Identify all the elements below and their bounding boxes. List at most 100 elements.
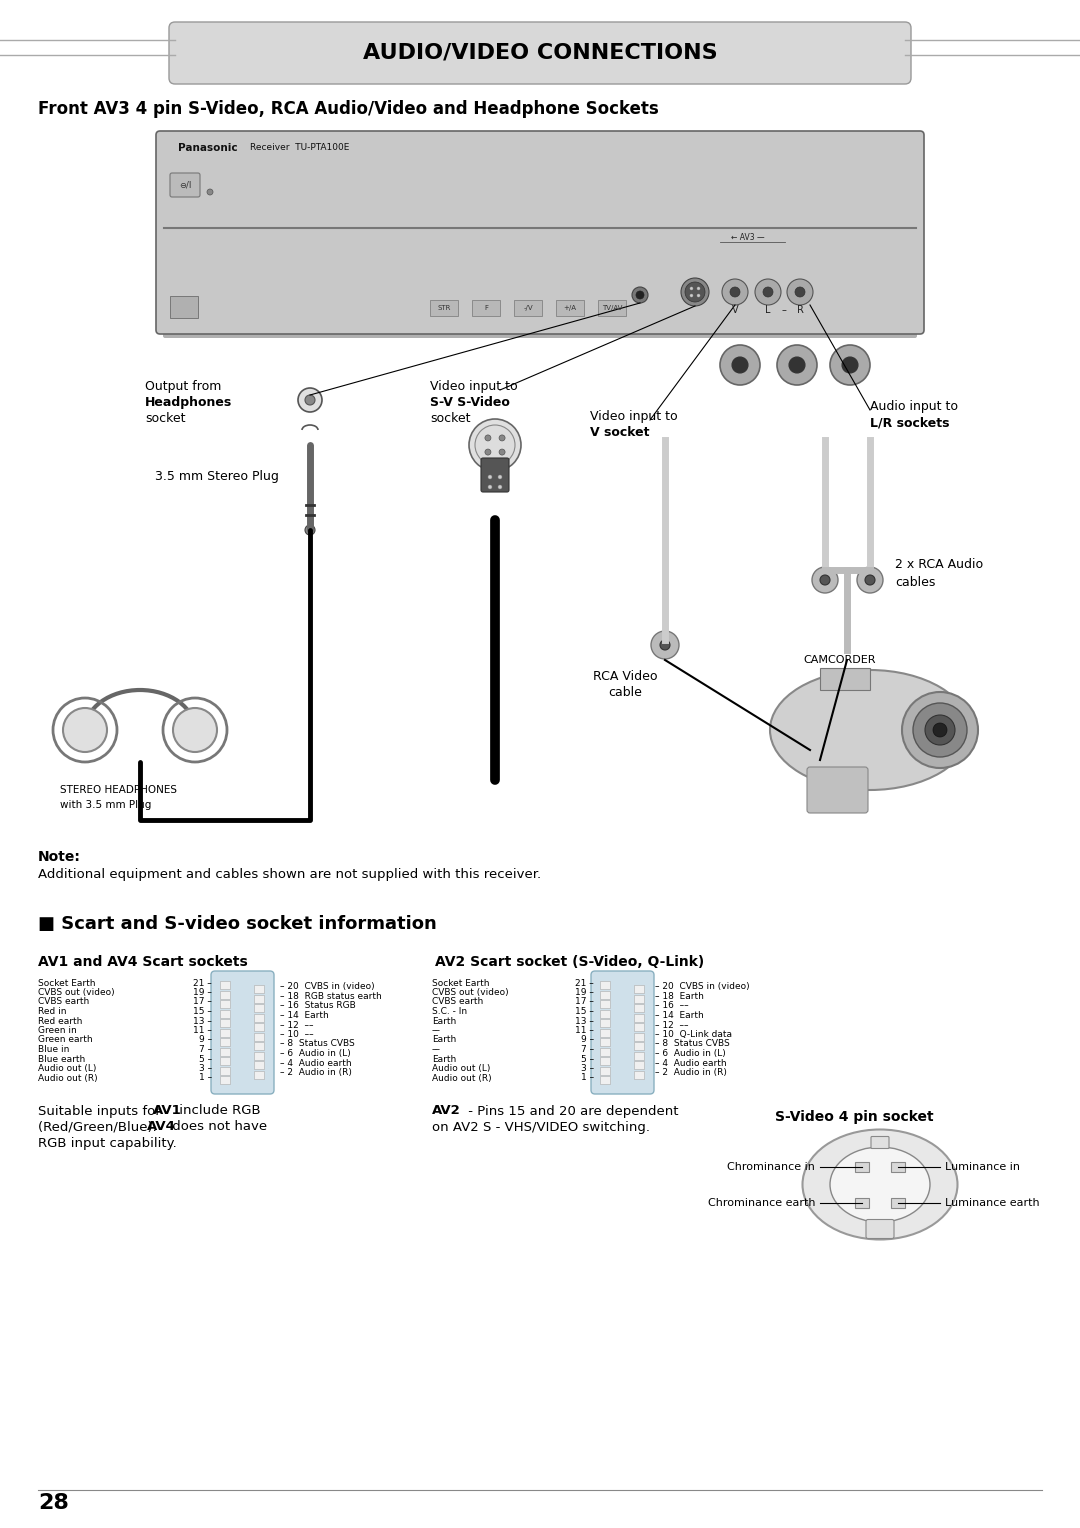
Text: 5 –: 5 – (199, 1054, 212, 1063)
Text: – 12  ––: – 12 –– (654, 1021, 689, 1030)
Text: – 2  Audio in (R): – 2 Audio in (R) (280, 1068, 352, 1077)
Bar (472, 299, 500, 316)
Text: –: – (782, 306, 786, 315)
Circle shape (498, 484, 502, 489)
Bar (430, 299, 458, 316)
Circle shape (499, 435, 505, 442)
Bar (634, 995, 644, 1002)
Text: Audio out (L): Audio out (L) (38, 1063, 96, 1073)
Text: Note:: Note: (38, 850, 81, 863)
Bar (254, 1042, 264, 1050)
Text: CVBS out (video): CVBS out (video) (38, 989, 114, 996)
FancyBboxPatch shape (211, 970, 274, 1094)
Ellipse shape (802, 1129, 958, 1239)
Text: V: V (731, 306, 739, 315)
Text: RCA Video: RCA Video (593, 669, 658, 683)
Text: 1 –: 1 – (581, 1074, 594, 1082)
Circle shape (732, 358, 748, 373)
Bar (891, 1161, 905, 1172)
Text: socket: socket (145, 413, 186, 425)
Bar (820, 668, 870, 691)
Circle shape (681, 278, 708, 306)
FancyBboxPatch shape (481, 458, 509, 492)
Text: ← AV3 —: ← AV3 — (731, 234, 765, 243)
Bar (634, 1051, 644, 1059)
Bar (634, 1060, 644, 1070)
Bar (254, 986, 264, 993)
Circle shape (777, 345, 816, 385)
Circle shape (485, 435, 491, 442)
Circle shape (690, 287, 693, 290)
Text: 3.5 mm Stereo Plug: 3.5 mm Stereo Plug (156, 471, 279, 483)
FancyBboxPatch shape (170, 173, 200, 197)
Bar (600, 1048, 610, 1056)
Text: AV4: AV4 (147, 1120, 176, 1134)
Text: Headphones: Headphones (145, 396, 232, 410)
Circle shape (755, 280, 781, 306)
Text: does not have: does not have (168, 1120, 267, 1134)
Bar (220, 1028, 230, 1036)
Bar (254, 1051, 264, 1059)
Text: 1 –: 1 – (199, 1074, 212, 1082)
Text: 9 –: 9 – (581, 1036, 594, 1045)
Circle shape (787, 280, 813, 306)
Bar (600, 1019, 610, 1027)
Text: socket: socket (430, 413, 471, 425)
Bar (220, 999, 230, 1008)
Text: 21 –: 21 – (193, 978, 212, 987)
Text: – 2  Audio in (R): – 2 Audio in (R) (654, 1068, 727, 1077)
Text: – 8  Status CVBS: – 8 Status CVBS (280, 1039, 354, 1048)
Text: AV1: AV1 (153, 1105, 181, 1117)
Bar (220, 981, 230, 989)
Text: 13 –: 13 – (576, 1016, 594, 1025)
Bar (600, 990, 610, 998)
Bar (220, 1057, 230, 1065)
Text: 17 –: 17 – (193, 998, 212, 1007)
Bar (220, 1067, 230, 1074)
Text: L: L (766, 306, 771, 315)
Circle shape (858, 567, 883, 593)
Text: – 10  ––: – 10 –– (280, 1030, 313, 1039)
Bar (634, 1042, 644, 1050)
Text: 19 –: 19 – (193, 989, 212, 996)
Text: 9 –: 9 – (199, 1036, 212, 1045)
Circle shape (305, 396, 315, 405)
Text: Audio out (R): Audio out (R) (432, 1074, 491, 1082)
Text: CVBS earth: CVBS earth (432, 998, 483, 1007)
Text: – 6  Audio in (L): – 6 Audio in (L) (280, 1050, 351, 1057)
Text: – 16  Status RGB: – 16 Status RGB (280, 1001, 355, 1010)
Text: ––: –– (432, 1025, 441, 1034)
Bar (634, 1024, 644, 1031)
Circle shape (207, 189, 213, 196)
Text: Audio input to: Audio input to (870, 400, 958, 413)
Circle shape (298, 388, 322, 413)
Text: 3 –: 3 – (199, 1063, 212, 1073)
Text: – 20  CVBS in (video): – 20 CVBS in (video) (280, 983, 375, 992)
Circle shape (469, 419, 521, 471)
Circle shape (795, 287, 805, 296)
Circle shape (498, 475, 502, 478)
Bar (600, 1076, 610, 1083)
Text: Green earth: Green earth (38, 1036, 93, 1045)
Bar (600, 1038, 610, 1047)
Bar (170, 296, 198, 318)
Circle shape (842, 358, 858, 373)
Circle shape (499, 449, 505, 455)
Text: (Red/Green/Blue).: (Red/Green/Blue). (38, 1120, 161, 1134)
Text: Audio out (L): Audio out (L) (432, 1063, 490, 1073)
Text: Chrominance in: Chrominance in (727, 1161, 815, 1172)
Bar (600, 981, 610, 989)
Text: V socket: V socket (590, 426, 649, 439)
FancyBboxPatch shape (156, 131, 924, 335)
Text: ⊖/I: ⊖/I (179, 180, 191, 189)
Bar (634, 1033, 644, 1041)
Text: Green in: Green in (38, 1025, 77, 1034)
Circle shape (485, 449, 491, 455)
Text: - Pins 15 and 20 are dependent: - Pins 15 and 20 are dependent (464, 1105, 678, 1117)
Bar (600, 999, 610, 1008)
Text: Earth: Earth (432, 1016, 456, 1025)
Bar (220, 1048, 230, 1056)
Bar (600, 1028, 610, 1036)
Bar (220, 1010, 230, 1018)
Circle shape (902, 692, 978, 769)
